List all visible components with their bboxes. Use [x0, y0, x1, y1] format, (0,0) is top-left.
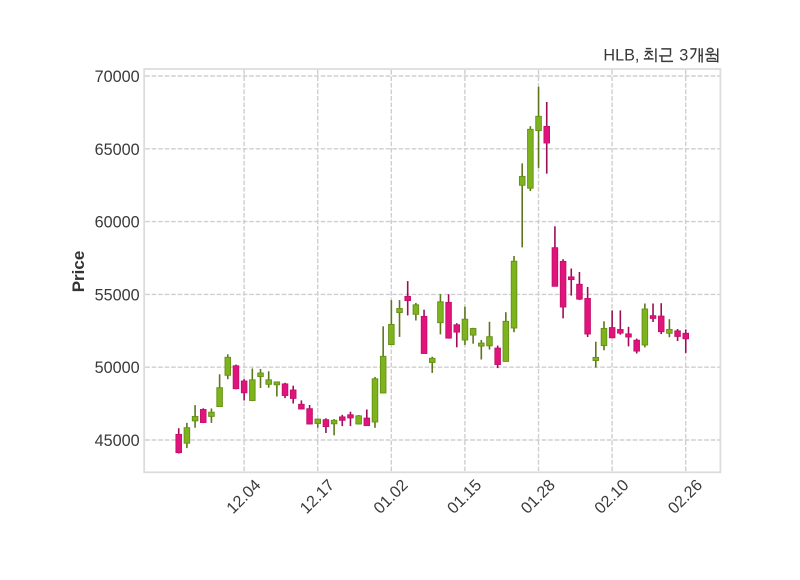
svg-text:65000: 65000: [95, 141, 140, 159]
svg-text:Price: Price: [69, 251, 88, 293]
svg-text:HLB,: HLB,: [603, 46, 639, 64]
svg-text:50000: 50000: [95, 359, 140, 377]
svg-text:70000: 70000: [95, 68, 140, 86]
svg-text:60000: 60000: [95, 214, 140, 232]
svg-text:3: 3: [679, 46, 688, 64]
svg-text:55000: 55000: [95, 286, 140, 304]
svg-text:45000: 45000: [95, 432, 140, 450]
